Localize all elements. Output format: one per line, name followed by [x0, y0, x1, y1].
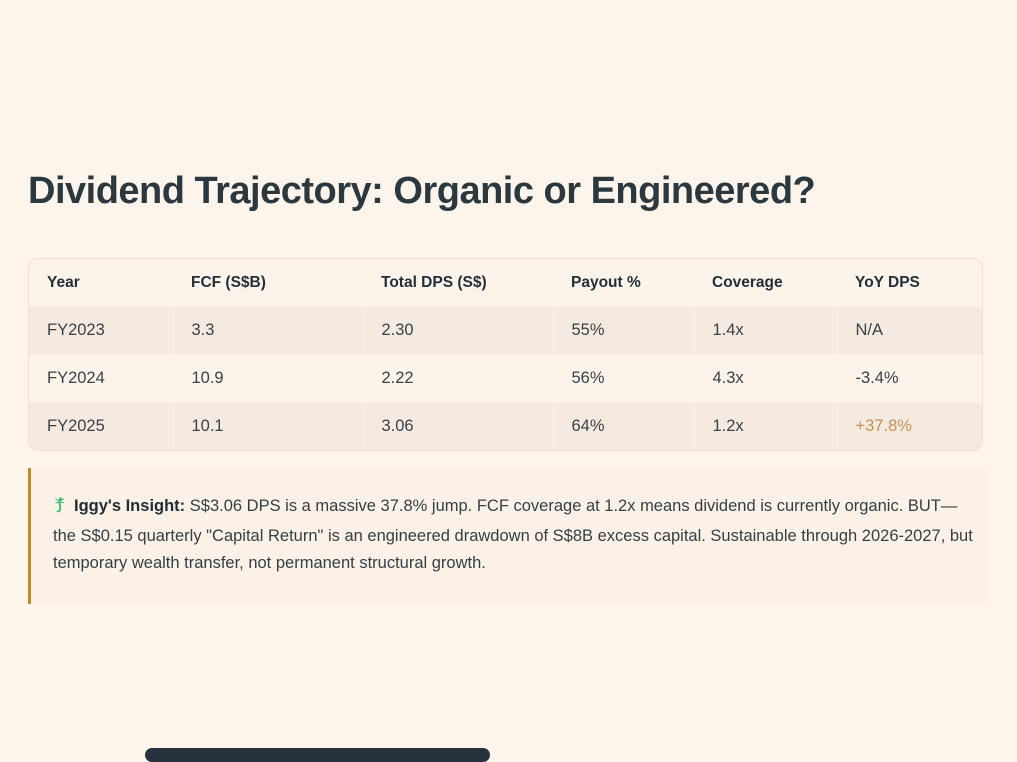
- table-row: FY2024 10.9 2.22 56% 4.3x -3.4%: [29, 354, 982, 403]
- page-title: Dividend Trajectory: Organic or Engineer…: [28, 170, 816, 212]
- cell-dps: 2.30: [362, 306, 553, 355]
- cell-payout: 55%: [552, 306, 694, 355]
- table-row: FY2023 3.3 2.30 55% 1.4x N/A: [29, 306, 982, 355]
- cell-payout: 56%: [552, 354, 694, 403]
- dividend-table: Year FCF (S$B) Total DPS (S$) Payout % C…: [28, 258, 983, 451]
- column-header-yoy: YoY DPS: [837, 259, 982, 307]
- lizard-icon: [53, 496, 68, 523]
- cell-yoy-highlight: +37.8%: [836, 402, 982, 450]
- cell-year: FY2023: [29, 306, 173, 355]
- column-header-year: Year: [29, 259, 173, 307]
- below-fold-dark-element: [145, 748, 490, 762]
- cell-yoy: N/A: [836, 306, 982, 355]
- cell-coverage: 1.4x: [693, 306, 837, 355]
- column-header-payout: Payout %: [553, 259, 694, 307]
- cell-yoy: -3.4%: [836, 354, 982, 403]
- cell-fcf: 3.3: [172, 306, 363, 355]
- cell-coverage: 1.2x: [693, 402, 837, 450]
- cell-payout: 64%: [552, 402, 694, 450]
- cell-coverage: 4.3x: [693, 354, 837, 403]
- insight-text: S$3.06 DPS is a massive 37.8% jump. FCF …: [53, 497, 973, 572]
- cell-year: FY2024: [29, 354, 173, 403]
- column-header-fcf: FCF (S$B): [173, 259, 363, 307]
- column-header-coverage: Coverage: [694, 259, 837, 307]
- table-row: FY2025 10.1 3.06 64% 1.2x +37.8%: [29, 402, 982, 450]
- column-header-dps: Total DPS (S$): [363, 259, 553, 307]
- table-header-row: Year FCF (S$B) Total DPS (S$) Payout % C…: [29, 259, 982, 307]
- insight-callout: Iggy's Insight: S$3.06 DPS is a massive …: [28, 468, 988, 604]
- cell-dps: 3.06: [362, 402, 553, 450]
- cell-fcf: 10.9: [172, 354, 363, 403]
- cell-fcf: 10.1: [172, 402, 363, 450]
- insight-label: Iggy's Insight:: [74, 497, 186, 515]
- cell-year: FY2025: [29, 402, 173, 450]
- cell-dps: 2.22: [362, 354, 553, 403]
